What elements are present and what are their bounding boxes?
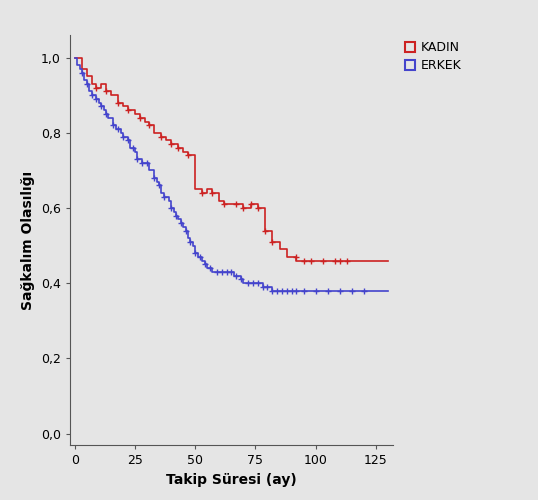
Legend: KADIN, ERKEK: KADIN, ERKEK xyxy=(406,42,461,72)
X-axis label: Takip Süresi (ay): Takip Süresi (ay) xyxy=(166,472,297,486)
Y-axis label: Sağkalım Olasılığı: Sağkalım Olasılığı xyxy=(22,170,36,310)
